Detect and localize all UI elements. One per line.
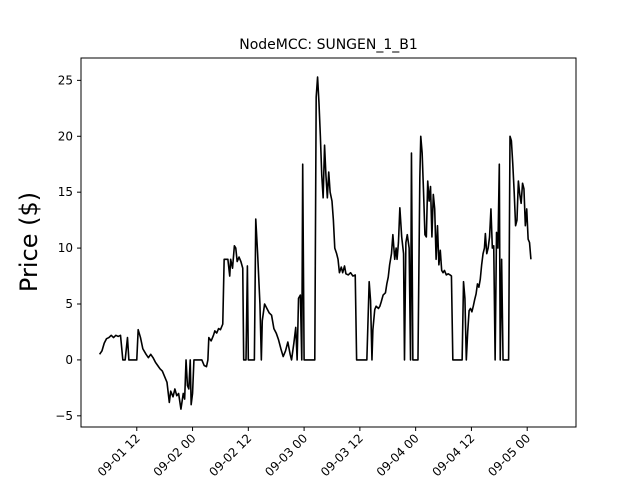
x-tick-label: 09-03 00	[262, 431, 310, 479]
y-tick-label: 5	[65, 297, 73, 311]
x-tick-label: 09-02 12	[206, 431, 254, 479]
x-axis: 09-01 12 09-02 00 09-02 12 09-03 00 09-03 12…	[95, 427, 533, 479]
x-tick-label: 09-05 00	[485, 431, 533, 479]
chart-title: NodeMCC: SUNGEN_1_B1	[239, 37, 418, 53]
x-tick-label: 09-03 12	[318, 431, 366, 479]
y-tick-label: 25	[58, 73, 73, 87]
x-tick-label: 09-04 12	[429, 431, 477, 479]
y-tick-label: −5	[55, 409, 73, 423]
price-line	[98, 76, 532, 410]
x-tick-label: 09-01 12	[95, 431, 143, 479]
x-tick-label: 09-04 00	[374, 431, 422, 479]
x-tick-label: 09-02 00	[151, 431, 199, 479]
plot-frame	[80, 57, 577, 428]
y-axis-label: Price ($)	[15, 192, 43, 292]
y-tick-label: 10	[58, 241, 73, 255]
y-tick-label: 20	[58, 129, 73, 143]
plot-area	[98, 76, 532, 410]
y-tick-label: 15	[58, 185, 73, 199]
y-tick-label: 0	[65, 353, 73, 367]
y-axis: −5 0 5 10 15 20 25	[55, 73, 81, 423]
